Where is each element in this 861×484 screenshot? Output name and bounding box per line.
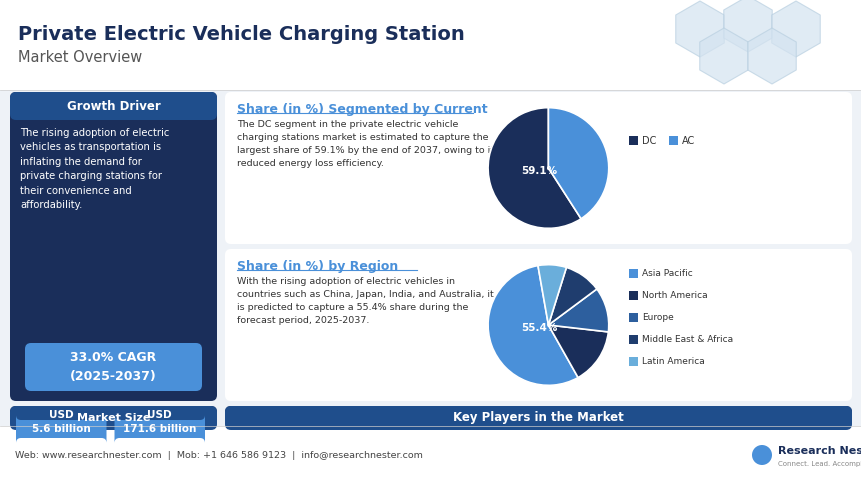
Text: Blink Charging Co.: Blink Charging Co. [253, 458, 350, 468]
Polygon shape [746, 28, 796, 84]
Text: Middle East & Africa: Middle East & Africa [641, 335, 732, 344]
Text: Market Overview: Market Overview [18, 50, 142, 65]
Wedge shape [537, 265, 566, 325]
FancyBboxPatch shape [16, 415, 107, 443]
Polygon shape [699, 28, 747, 84]
Circle shape [244, 477, 250, 483]
Bar [629, 291, 637, 300]
FancyBboxPatch shape [225, 406, 851, 426]
Text: 55.4%: 55.4% [521, 323, 557, 333]
Bar [629, 313, 637, 322]
Circle shape [548, 477, 554, 483]
Text: The DC segment in the private electric vehicle
charging stations market is estim: The DC segment in the private electric v… [237, 120, 499, 167]
Bar [0, 426, 861, 484]
Text: Web: www.researchnester.com  |  Mob: +1 646 586 9123  |  info@researchnester.com: Web: www.researchnester.com | Mob: +1 64… [15, 451, 423, 459]
Text: DC: DC [641, 136, 655, 146]
Text: The rising adoption of electric
vehicles as transportation is
inflating the dema: The rising adoption of electric vehicles… [20, 128, 169, 210]
Bar [668, 136, 677, 145]
FancyBboxPatch shape [225, 406, 851, 430]
Text: Market Size: Market Size [77, 413, 150, 423]
Wedge shape [548, 267, 596, 325]
Polygon shape [771, 1, 820, 57]
Text: USD
5.6 billion
(2024): USD 5.6 billion (2024) [32, 410, 90, 448]
Text: Asia Pacific: Asia Pacific [641, 269, 691, 278]
FancyBboxPatch shape [10, 406, 217, 426]
Wedge shape [487, 107, 580, 228]
Circle shape [244, 460, 250, 466]
FancyBboxPatch shape [225, 249, 851, 401]
Polygon shape [723, 0, 771, 52]
Wedge shape [548, 289, 608, 332]
Text: Growth Driver: Growth Driver [66, 100, 160, 112]
Bar [629, 136, 637, 145]
FancyBboxPatch shape [25, 343, 201, 391]
Text: Latin America: Latin America [641, 357, 703, 366]
Wedge shape [487, 266, 578, 385]
Text: Share (in %) Segmented by Current: Share (in %) Segmented by Current [237, 103, 487, 116]
Text: 33.0% CAGR
(2025-2037): 33.0% CAGR (2025-2037) [70, 351, 157, 383]
Circle shape [244, 443, 250, 449]
Text: Delta Electronics: Delta Electronics [558, 458, 646, 468]
Text: Share (in %) by Region: Share (in %) by Region [237, 260, 398, 273]
Bar [629, 269, 637, 278]
Wedge shape [548, 325, 608, 378]
Wedge shape [548, 107, 608, 219]
Text: 59.1%: 59.1% [521, 166, 557, 176]
Text: With the rising adoption of electric vehicles in
countries such as China, Japan,: With the rising adoption of electric veh… [237, 277, 493, 325]
FancyBboxPatch shape [10, 92, 217, 120]
FancyBboxPatch shape [115, 415, 205, 443]
Bar [629, 357, 637, 366]
FancyBboxPatch shape [225, 92, 851, 244]
Text: Connect. Lead. Accomplish.: Connect. Lead. Accomplish. [777, 461, 861, 467]
Polygon shape [675, 1, 723, 57]
Bar [0, 0, 861, 90]
Text: North America: North America [641, 291, 707, 300]
Text: Research Nester: Research Nester [777, 446, 861, 456]
Text: ChargePoint Inc.: ChargePoint Inc. [558, 441, 643, 451]
Text: Key Players in the Market: Key Players in the Market [453, 411, 623, 424]
FancyBboxPatch shape [10, 92, 217, 401]
Text: AC: AC [681, 136, 694, 146]
FancyBboxPatch shape [10, 406, 217, 430]
Text: Tata Power: Tata Power [558, 475, 614, 484]
Circle shape [548, 443, 554, 449]
Circle shape [548, 460, 554, 466]
Text: ABB: ABB [253, 441, 274, 451]
Text: Europe: Europe [641, 313, 672, 322]
Bar [629, 335, 637, 344]
Text: Private Electric Vehicle Charging Station: Private Electric Vehicle Charging Statio… [18, 25, 464, 44]
Text: USD
171.6 billion
(2037): USD 171.6 billion (2037) [123, 410, 196, 448]
Circle shape [751, 445, 771, 465]
Text: CHAEVI: CHAEVI [253, 475, 292, 484]
